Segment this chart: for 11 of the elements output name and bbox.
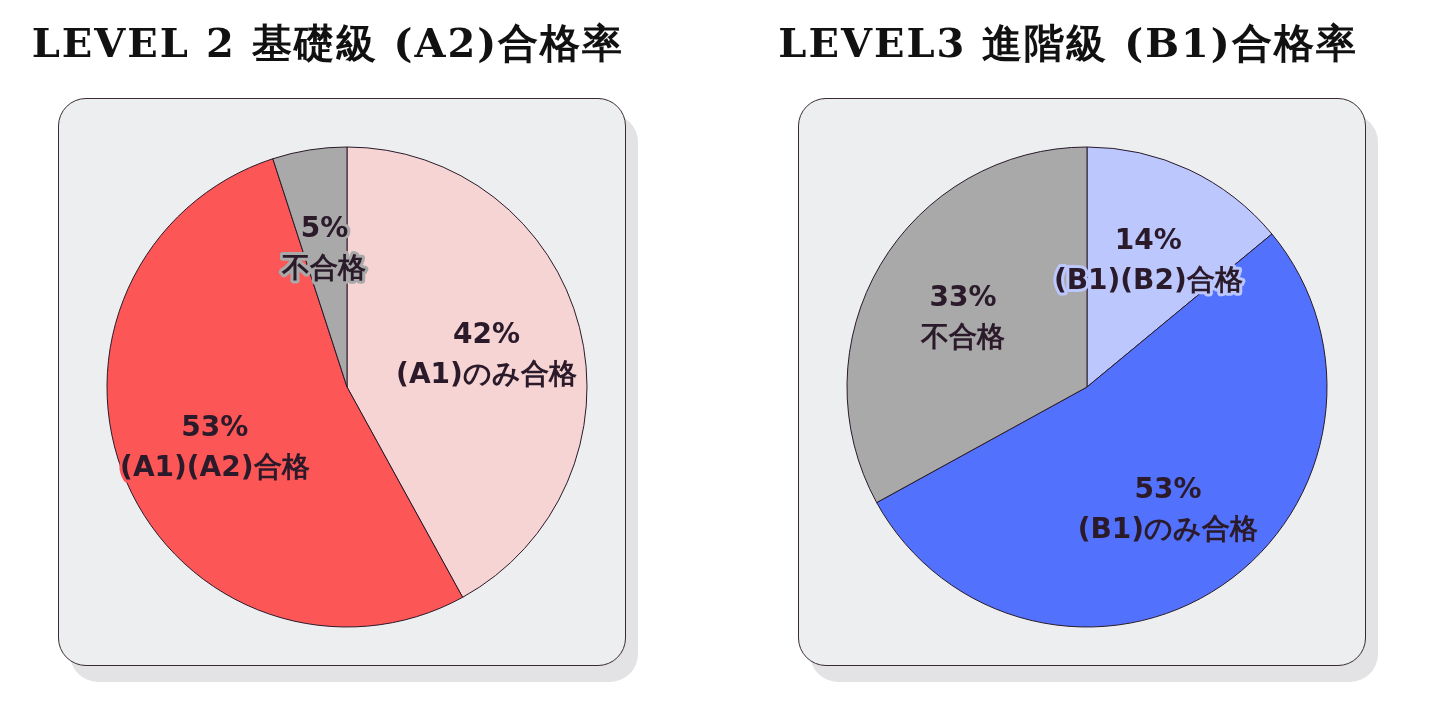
data-label: 53% [181,410,249,444]
data-label: 53% [1134,472,1202,506]
data-label: 42% [452,317,520,351]
data-label: 14% [1114,222,1182,256]
data-label: 33% [929,279,997,313]
chart-title: LEVEL 2 基礎級 (A2)合格率 [30,18,626,68]
chart-title: LEVEL3 進階級 (B1)合格率 [777,18,1359,68]
slice-label: (A1)のみ合格 [396,357,577,391]
slice-label: 不合格 [920,319,1006,353]
slice-label: (A1)(A2)合格 [120,450,310,484]
slice-label: (B1)のみ合格 [1077,512,1259,546]
